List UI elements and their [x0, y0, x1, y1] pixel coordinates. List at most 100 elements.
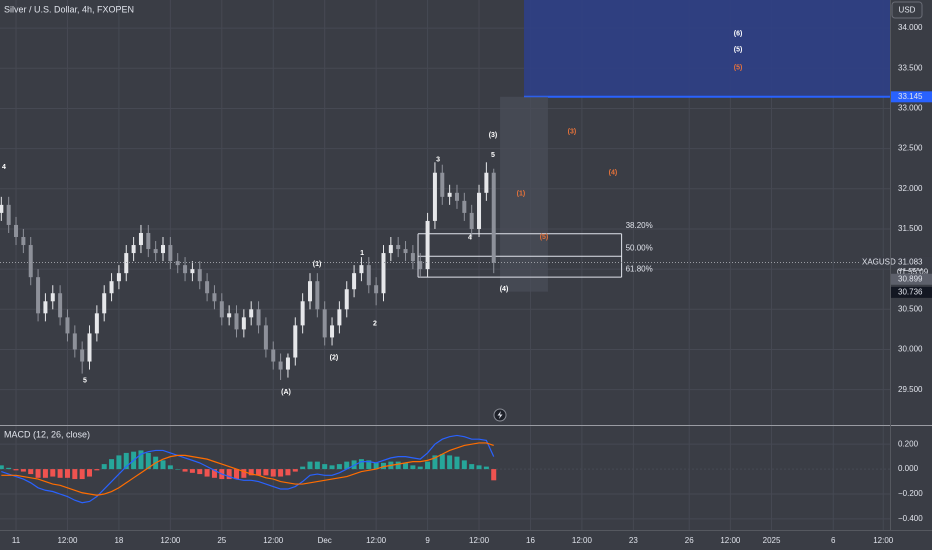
histogram-bar: [20, 469, 26, 472]
histogram-bar: [167, 465, 173, 470]
wave-label: 4: [2, 164, 6, 171]
price-badge-label: 33.145: [898, 92, 923, 101]
candle-body: [381, 253, 386, 294]
y-tick-label: 33.000: [898, 104, 923, 113]
histogram-bar: [6, 467, 12, 470]
currency-button[interactable]: [891, 1, 923, 19]
wave-label: (6): [734, 31, 743, 38]
candle-body: [65, 317, 70, 334]
x-tick-label: 12:00: [366, 536, 387, 545]
histogram-bar: [241, 469, 247, 478]
histogram-bar: [447, 455, 453, 470]
candle-body: [352, 273, 357, 290]
candle-body: [80, 349, 85, 362]
candle-body: [138, 232, 143, 246]
countdown-label: 01:55:09: [897, 268, 929, 277]
wave-label: (A): [281, 389, 291, 396]
histogram-bar: [175, 469, 181, 470]
candle-body: [36, 277, 41, 314]
candle-body: [440, 172, 445, 197]
histogram-bar: [145, 452, 151, 470]
candle-body: [234, 313, 239, 330]
histogram-bar: [0, 465, 4, 470]
y-tick-label: 29.500: [898, 385, 923, 394]
histogram-bar: [292, 469, 298, 472]
histogram-bar: [395, 461, 401, 470]
candle-body: [109, 281, 114, 294]
price-badge-label: 31.083: [898, 258, 923, 267]
histogram-bar: [123, 452, 129, 470]
histogram-bar: [263, 469, 269, 476]
x-tick-label: 16: [526, 536, 535, 545]
histogram-bar: [248, 469, 254, 476]
candle-body: [256, 309, 261, 326]
y-tick-label: 30.500: [898, 304, 923, 313]
candle-body: [212, 293, 217, 302]
fib-label: 61.80%: [626, 264, 653, 273]
histogram-bar: [380, 462, 386, 470]
histogram-bar: [358, 459, 364, 470]
candle-body: [50, 293, 55, 302]
x-tick-label: Dec: [318, 536, 332, 545]
y-tick-label: 32.500: [898, 144, 923, 153]
candle-body: [462, 200, 467, 213]
wave-label: (5): [540, 234, 549, 241]
histogram-bar: [109, 459, 115, 470]
currency-label[interactable]: USD: [899, 6, 916, 15]
candle-body: [447, 192, 452, 197]
candle-body: [307, 281, 312, 302]
histogram-bar: [64, 469, 70, 478]
candle-body: [241, 317, 246, 330]
candle-body: [58, 293, 63, 318]
histogram-bar: [182, 469, 188, 472]
candle-body: [227, 313, 232, 318]
y-tick-label: 32.000: [898, 184, 923, 193]
target-zone: [524, 0, 890, 97]
candle-body: [484, 172, 489, 193]
price-badge: [891, 286, 932, 298]
macd-line: [1, 442, 494, 496]
wave-label: 1: [360, 250, 364, 257]
histogram-bar: [454, 456, 460, 470]
histogram-bar: [476, 465, 482, 470]
candle-body: [344, 289, 349, 310]
candle-body: [190, 269, 195, 274]
candle-body: [278, 361, 283, 370]
candle-body: [403, 249, 408, 254]
histogram-bar: [138, 450, 144, 470]
candle-body: [124, 253, 129, 274]
symbol-label: XAGUSD: [862, 258, 896, 267]
x-tick-label: 11: [12, 536, 21, 545]
y-tick-label: 0.000: [898, 464, 919, 473]
symbol-badge: [860, 256, 891, 268]
lightning-glyph: [497, 411, 503, 419]
candle-body: [322, 309, 327, 338]
histogram-bar: [461, 460, 467, 470]
histogram-bar: [57, 469, 63, 478]
x-tick-label: 12:00: [57, 536, 78, 545]
candle-body: [285, 357, 290, 370]
x-tick-label: 6: [831, 536, 836, 545]
histogram-bar: [87, 469, 93, 477]
x-tick-label: 12:00: [469, 536, 490, 545]
candle-body: [21, 237, 26, 246]
histogram-bar: [270, 469, 276, 477]
price-badge-label: 30.736: [898, 287, 923, 296]
wave-label: (3): [568, 129, 577, 136]
x-tick-label: 12:00: [263, 536, 284, 545]
histogram-bar: [491, 469, 497, 481]
candle-body: [161, 245, 166, 254]
wave-label: (3): [489, 132, 498, 139]
x-tick-label: 12:00: [873, 536, 894, 545]
wave-label: 3: [436, 157, 440, 164]
candle-body: [477, 192, 482, 229]
x-tick-label: 23: [629, 536, 638, 545]
histogram-bar: [483, 466, 489, 470]
histogram-bar: [439, 454, 445, 470]
histogram-bar: [197, 469, 203, 475]
candle-body: [374, 285, 379, 294]
candle-body: [410, 253, 415, 262]
macd-title: MACD (12, 26, close): [4, 429, 90, 439]
fib-label: 38.20%: [626, 221, 653, 230]
